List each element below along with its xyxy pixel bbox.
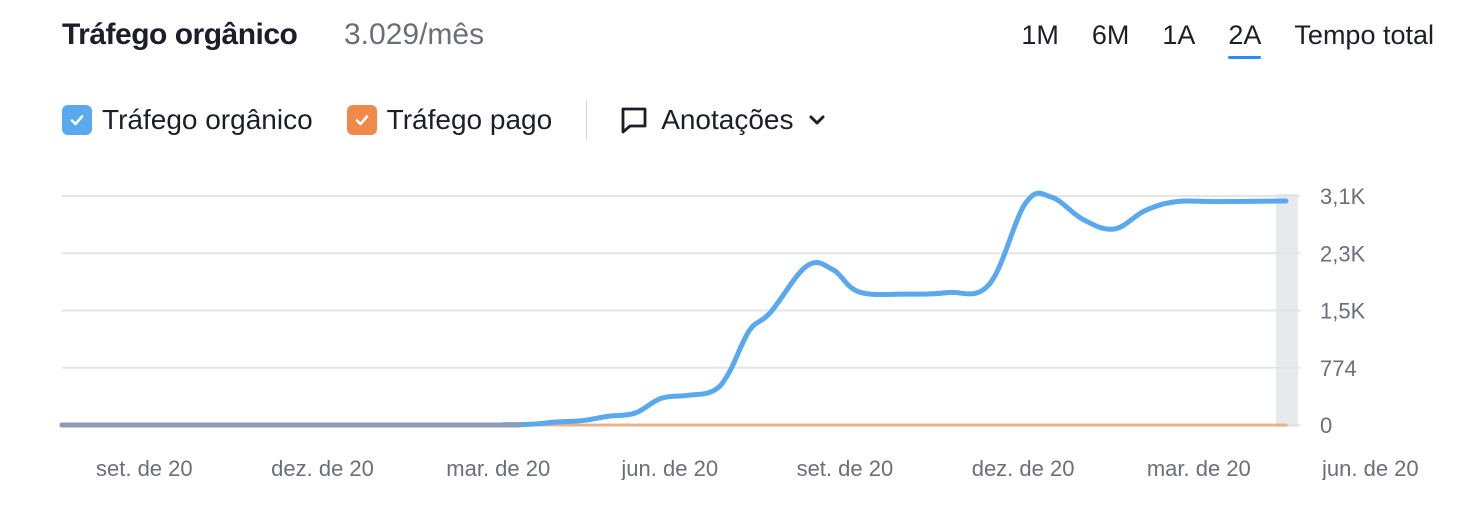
x-tick-label: mar. de 20	[446, 456, 550, 481]
traffic-value: 3.029/mês	[344, 18, 485, 51]
check-icon	[70, 115, 84, 126]
checkbox-organic[interactable]	[62, 105, 92, 135]
annotations-label: Anotações	[661, 104, 794, 135]
time-range-tabs: 1M 6M 1A 2A Tempo total	[1021, 20, 1434, 59]
y-tick-label: 0	[1320, 413, 1332, 438]
x-tick-label: mar. de 20	[1147, 456, 1251, 481]
x-tick-label: dez. de 20	[972, 456, 1075, 481]
legend-label-paid: Tráfego pago	[386, 104, 553, 135]
annotations-dropdown[interactable]: Anotações	[619, 104, 827, 136]
y-tick-label: 1,5K	[1320, 299, 1366, 324]
legend-item-paid[interactable]: Tráfego pago	[346, 104, 553, 136]
x-tick-label: jun. de 20	[620, 456, 718, 481]
range-tab-6m[interactable]: 6M	[1091, 20, 1130, 50]
x-tick-label: set. de 20	[797, 456, 894, 481]
x-tick-label: set. de 20	[96, 456, 193, 481]
x-axis: set. de 20 dez. de 20 mar. de 20 jun. de 20…	[96, 456, 1419, 481]
legend-divider	[586, 100, 588, 140]
chart-header: Tráfego orgânico 3.029/mês 1M 6M 1A 2A T…	[62, 14, 1434, 60]
checkbox-paid[interactable]	[346, 105, 377, 135]
legend-label-organic: Tráfego orgânico	[102, 104, 313, 135]
hover-cursor-band	[1276, 194, 1298, 427]
x-tick-label: jun. de 20	[1321, 456, 1419, 481]
y-tick-label: 774	[1320, 356, 1357, 381]
page-title: Tráfego orgânico	[62, 18, 298, 51]
chart-legend: Tráfego orgânico Tráfego pago Anotações	[62, 100, 828, 140]
range-tab-all-time[interactable]: Tempo total	[1294, 20, 1434, 50]
range-tab-1m[interactable]: 1M	[1021, 20, 1059, 50]
y-axis: 3,1K 2,3K 1,5K 774 0	[1320, 184, 1366, 438]
range-tab-2a[interactable]: 2A	[1228, 20, 1262, 59]
y-tick-label: 3,1K	[1320, 184, 1366, 209]
chevron-down-icon	[809, 115, 825, 125]
series-line-organic	[59, 190, 1289, 428]
range-tab-1a[interactable]: 1A	[1162, 20, 1196, 50]
y-tick-label: 2,3K	[1320, 241, 1366, 266]
comment-icon	[621, 107, 647, 134]
legend-item-organic[interactable]: Tráfego orgânico	[62, 104, 313, 136]
x-tick-label: dez. de 20	[271, 456, 374, 481]
check-icon	[355, 115, 368, 126]
traffic-line-chart: 3,1K 2,3K 1,5K 774 0 set. de 20 dez. de 20 mar…	[59, 184, 1419, 481]
series-lines	[59, 190, 1289, 428]
